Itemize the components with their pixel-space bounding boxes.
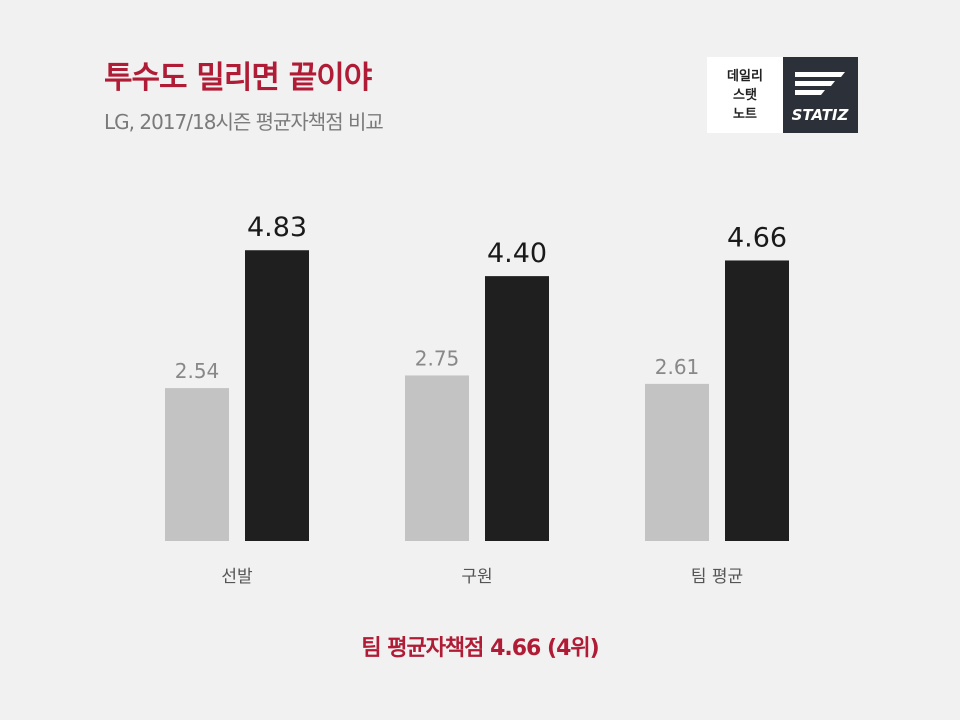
- bar-2-1: [725, 260, 789, 541]
- bar-0-1: [245, 250, 309, 541]
- chart-subtitle: LG, 2017/18시즌 평균자책점 비교: [104, 110, 384, 134]
- data-label-2-1: 4.66: [727, 222, 787, 253]
- data-label-2-0: 2.61: [655, 355, 700, 379]
- category-label-2: 팀 평균: [691, 567, 743, 587]
- bar-2-0: [645, 383, 709, 541]
- footer-summary: 팀 평균자책점 4.66 (4위): [361, 636, 599, 661]
- data-label-1-1: 4.40: [487, 238, 547, 269]
- category-label-1: 구원: [461, 567, 492, 587]
- data-label-0-0: 2.54: [175, 359, 220, 383]
- statiz-logo-text: STATIZ: [792, 106, 850, 124]
- logo-line-2: 스탯: [733, 87, 757, 103]
- statiz-logo: STATIZ: [783, 57, 858, 133]
- bar-1-1: [485, 276, 549, 541]
- logo-line-3: 노트: [733, 106, 757, 122]
- chart-title: 투수도 밀리면 끝이야: [104, 60, 372, 96]
- bar-1-0: [405, 375, 469, 541]
- category-label-0: 선발: [221, 567, 253, 587]
- statiz-logo-icon: [795, 72, 845, 95]
- data-label-0-1: 4.83: [247, 212, 307, 243]
- logo-line-1: 데일리: [727, 68, 763, 84]
- data-label-1-0: 2.75: [415, 346, 460, 370]
- bar-0-0: [165, 388, 229, 541]
- daily-stat-note-logo: 데일리 스탯 노트: [707, 57, 783, 133]
